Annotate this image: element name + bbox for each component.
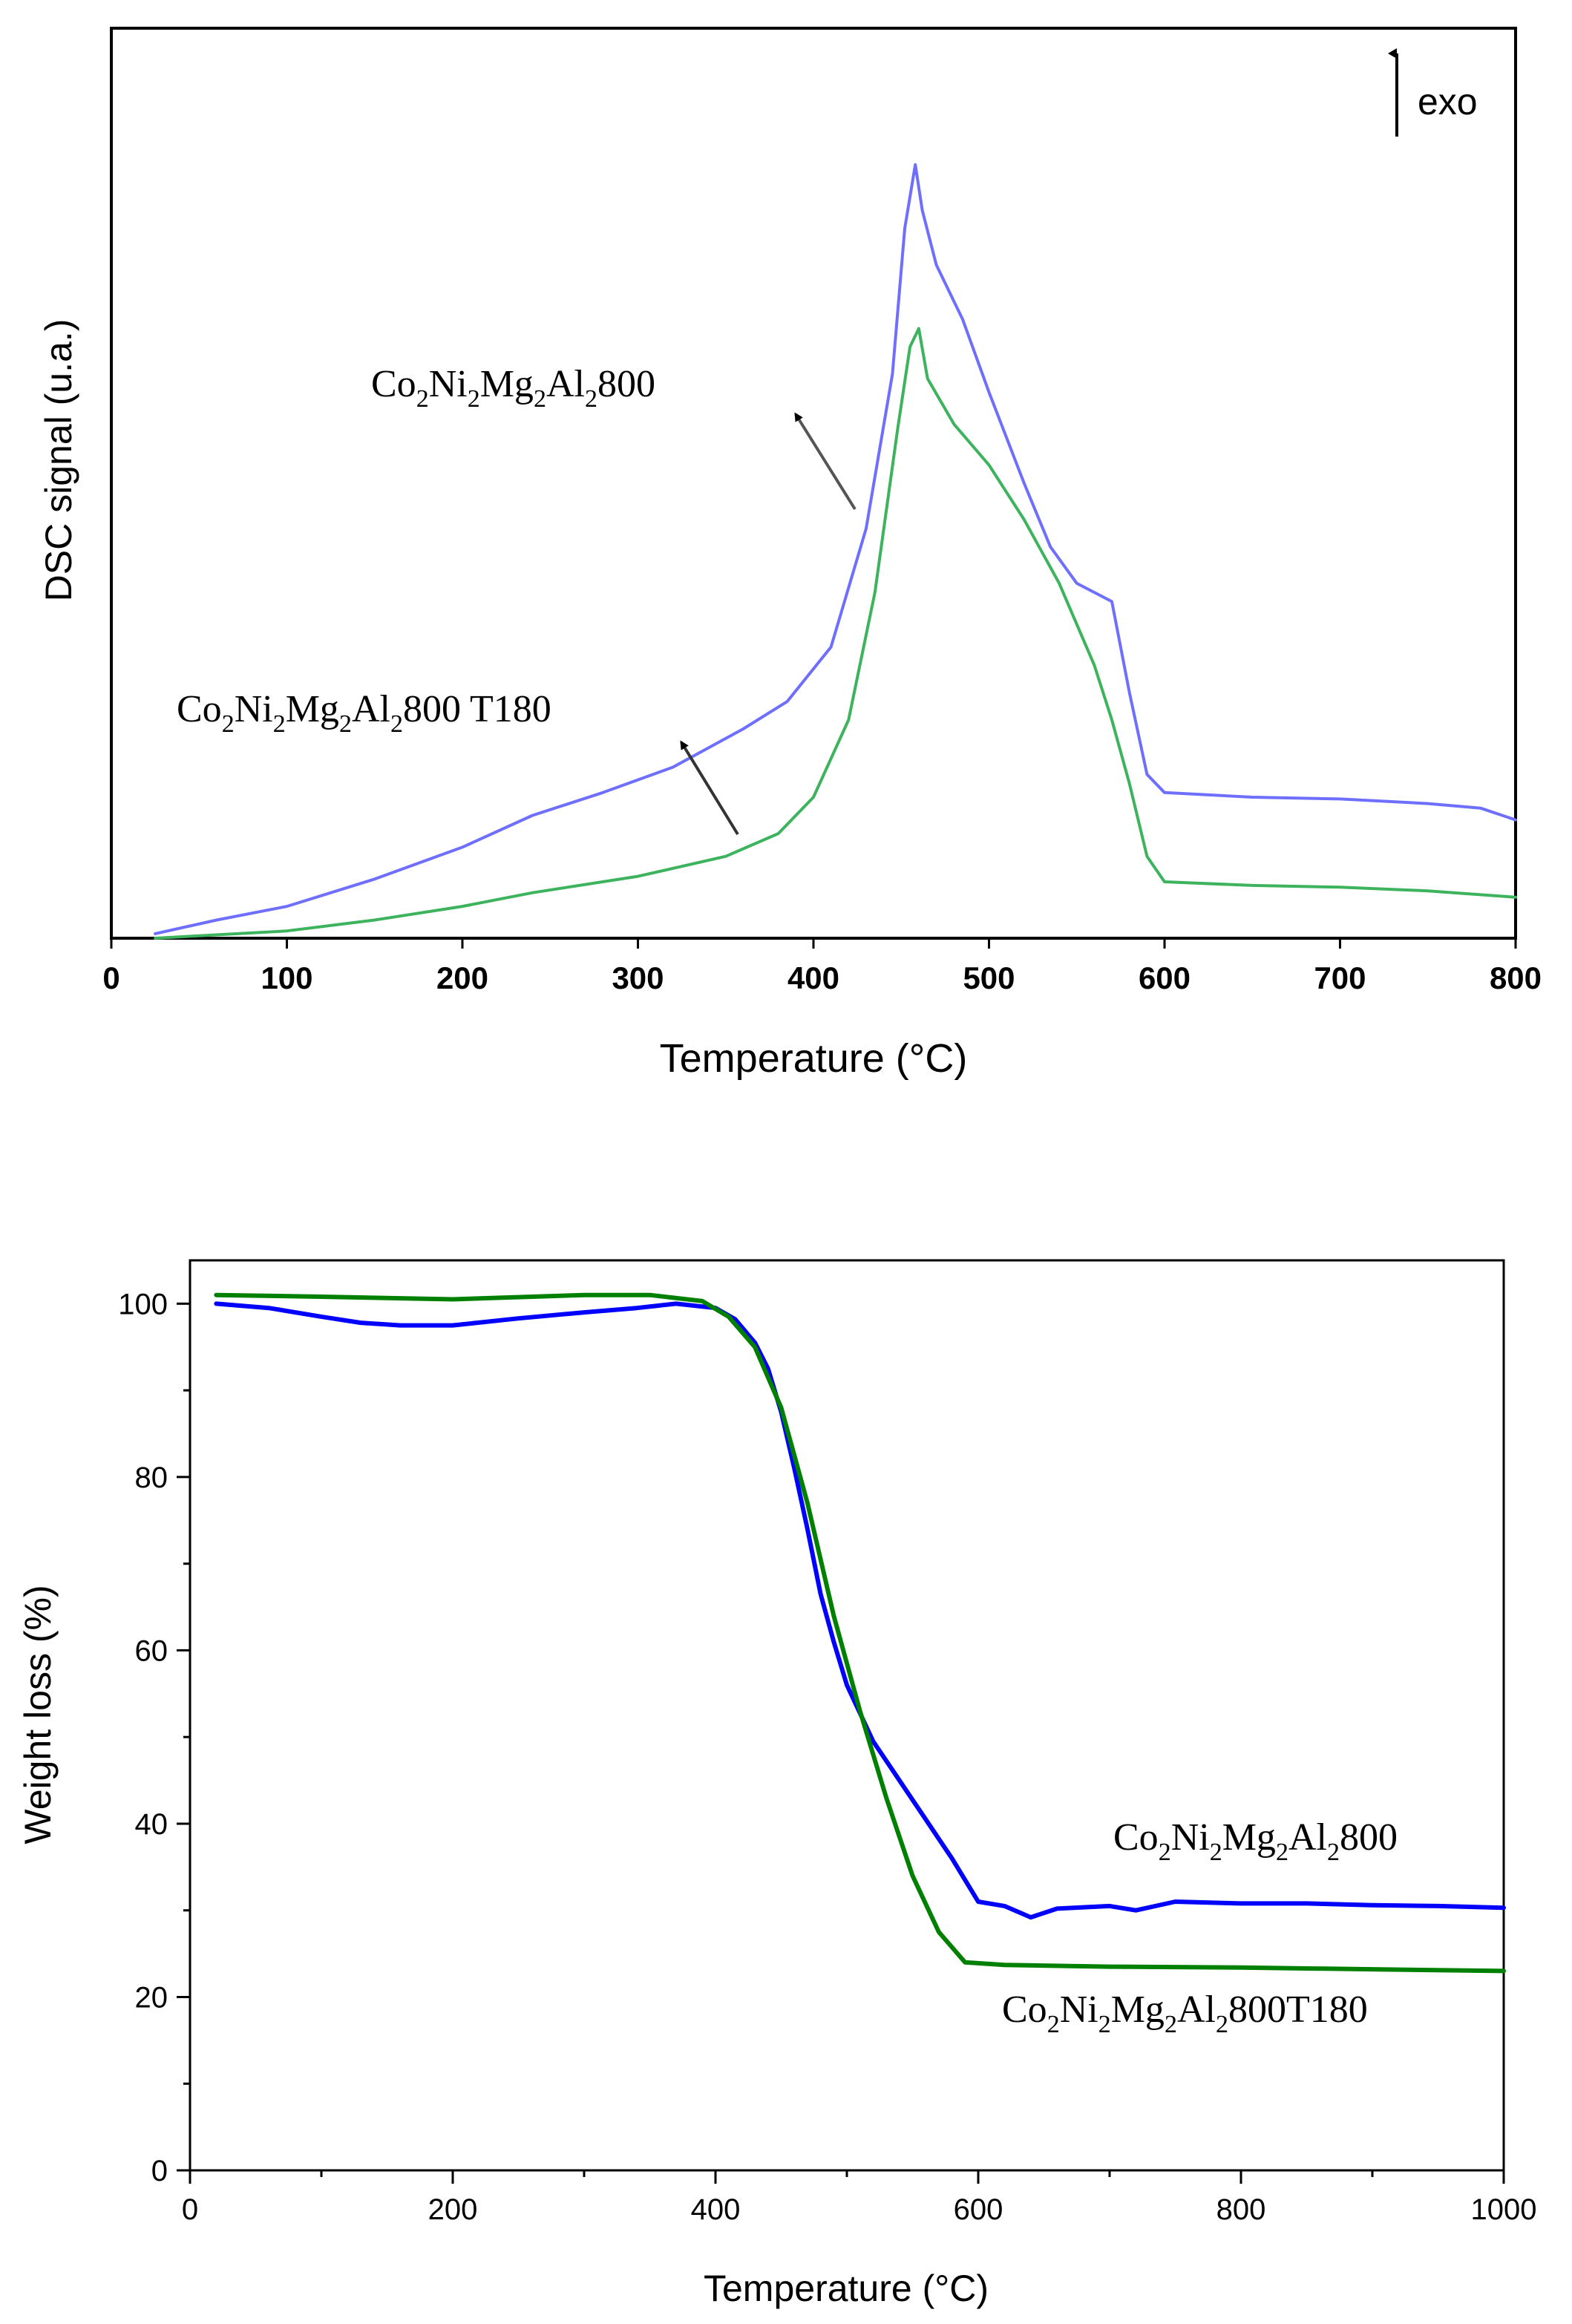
x-tick-label: 800 <box>1216 2193 1266 2226</box>
label-part: Ni <box>1171 1816 1210 1859</box>
label-part: Ni <box>429 363 468 405</box>
x-tick-label: 200 <box>428 2193 478 2226</box>
x-tick-label: 200 <box>436 960 488 995</box>
label-subscript: 2 <box>339 710 352 738</box>
label-subscript: 2 <box>1216 2011 1228 2038</box>
x-tick-label: 0 <box>182 2193 198 2226</box>
label-subscript: 2 <box>1159 1839 1171 1866</box>
label-part: Co <box>371 363 416 405</box>
label-part: Ni <box>1060 1989 1098 2031</box>
label-part: Mg <box>1111 1989 1165 2031</box>
label-subscript: 2 <box>416 385 429 413</box>
x-tick-label: 600 <box>954 2193 1003 2226</box>
x-tick-label: 1000 <box>1471 2193 1537 2226</box>
label-subscript: 2 <box>468 385 480 413</box>
exo-label: exo <box>1418 81 1478 122</box>
y-tick-label: 60 <box>135 1634 168 1667</box>
label-subscript: 2 <box>1276 1839 1288 1866</box>
label-part: 800 T180 <box>403 688 551 730</box>
label-subscript: 2 <box>585 385 597 413</box>
dsc-chart: 0 100 200 300 400 500 600 700 800 Temperature (°… <box>38 27 1542 1081</box>
label-subscript: 2 <box>1098 2011 1111 2038</box>
x-tick-label: 100 <box>261 960 312 995</box>
x-tick-label: 600 <box>1139 960 1191 995</box>
label-part: 800 <box>597 363 655 405</box>
label-part: Al <box>1177 1989 1216 2031</box>
label-subscript: 2 <box>390 710 403 738</box>
label-subscript: 2 <box>273 710 286 738</box>
label-part: Ni <box>235 688 273 730</box>
dsc-arrow-a <box>794 412 857 511</box>
tga-label-co2ni2mg2al2800: Co2Ni2Mg2Al2800 <box>1113 1816 1398 1866</box>
tga-y-axis-label: Weight loss (%) <box>17 1585 59 1844</box>
label-part: Al <box>546 363 585 405</box>
tga-x-ticks: 0 200 400 600 800 1000 <box>182 2170 1537 2226</box>
label-subscript: 2 <box>222 710 235 738</box>
label-part: Mg <box>1222 1816 1276 1859</box>
x-tick-label: 500 <box>963 960 1015 995</box>
x-tick-label: 400 <box>787 960 839 995</box>
x-tick-label: 400 <box>691 2193 741 2226</box>
tga-label-co2ni2mg2al2800t180: Co2Ni2Mg2Al2800T180 <box>1002 1989 1368 2038</box>
dsc-x-ticks: 0 100 200 300 400 500 600 700 800 <box>102 938 1542 995</box>
label-subscript: 2 <box>1047 2011 1060 2038</box>
tga-series-lines <box>214 1292 1506 1974</box>
dsc-y-axis-label: DSC signal (u.a.) <box>38 319 79 602</box>
label-part: Al <box>352 688 390 730</box>
dsc-series-lines <box>154 163 1517 940</box>
dsc-label-co2ni2mg2al2800-t180: Co2Ni2Mg2Al2800 T180 <box>177 688 551 738</box>
label-part: Co <box>1113 1816 1159 1859</box>
dsc-plot-frame <box>110 27 1517 940</box>
y-tick-label: 20 <box>135 1981 168 2014</box>
series-line-b <box>214 1292 1506 1974</box>
dsc-label-co2ni2mg2al2800: Co2Ni2Mg2Al2800 <box>371 363 655 413</box>
y-tick-label: 100 <box>118 1288 168 1320</box>
tga-chart: 0 200 400 600 800 1000 0 20 40 60 80 100 Temperatu… <box>17 1259 1537 2309</box>
dsc-arrow-b <box>680 740 739 836</box>
x-tick-label: 800 <box>1490 960 1542 995</box>
y-tick-label: 0 <box>151 2155 168 2187</box>
x-tick-label: 700 <box>1314 960 1366 995</box>
x-tick-label: 300 <box>612 960 664 995</box>
tga-y-ticks: 0 20 40 60 80 100 <box>118 1288 190 2187</box>
label-subscript: 2 <box>1327 1839 1340 1866</box>
label-part: Al <box>1288 1816 1327 1859</box>
tga-x-axis-label: Temperature (°C) <box>704 2268 989 2309</box>
dsc-x-axis-label: Temperature (°C) <box>660 1036 968 1081</box>
label-part: Co <box>177 688 222 730</box>
tga-plot-frame <box>189 1259 1505 2172</box>
series-line-b <box>154 327 1517 940</box>
label-part: 800T180 <box>1228 1989 1368 2031</box>
label-part: Mg <box>480 363 534 405</box>
label-subscript: 2 <box>1165 2011 1177 2038</box>
label-part: Co <box>1002 1989 1047 2031</box>
label-part: 800 <box>1340 1816 1398 1859</box>
series-line-a <box>154 163 1517 935</box>
x-tick-label: 0 <box>102 960 119 995</box>
y-tick-label: 40 <box>135 1808 168 1841</box>
label-subscript: 2 <box>534 385 546 413</box>
y-tick-label: 80 <box>135 1461 168 1494</box>
series-line-a <box>214 1301 1506 1920</box>
label-part: Mg <box>286 688 339 730</box>
label-subscript: 2 <box>1210 1839 1222 1866</box>
